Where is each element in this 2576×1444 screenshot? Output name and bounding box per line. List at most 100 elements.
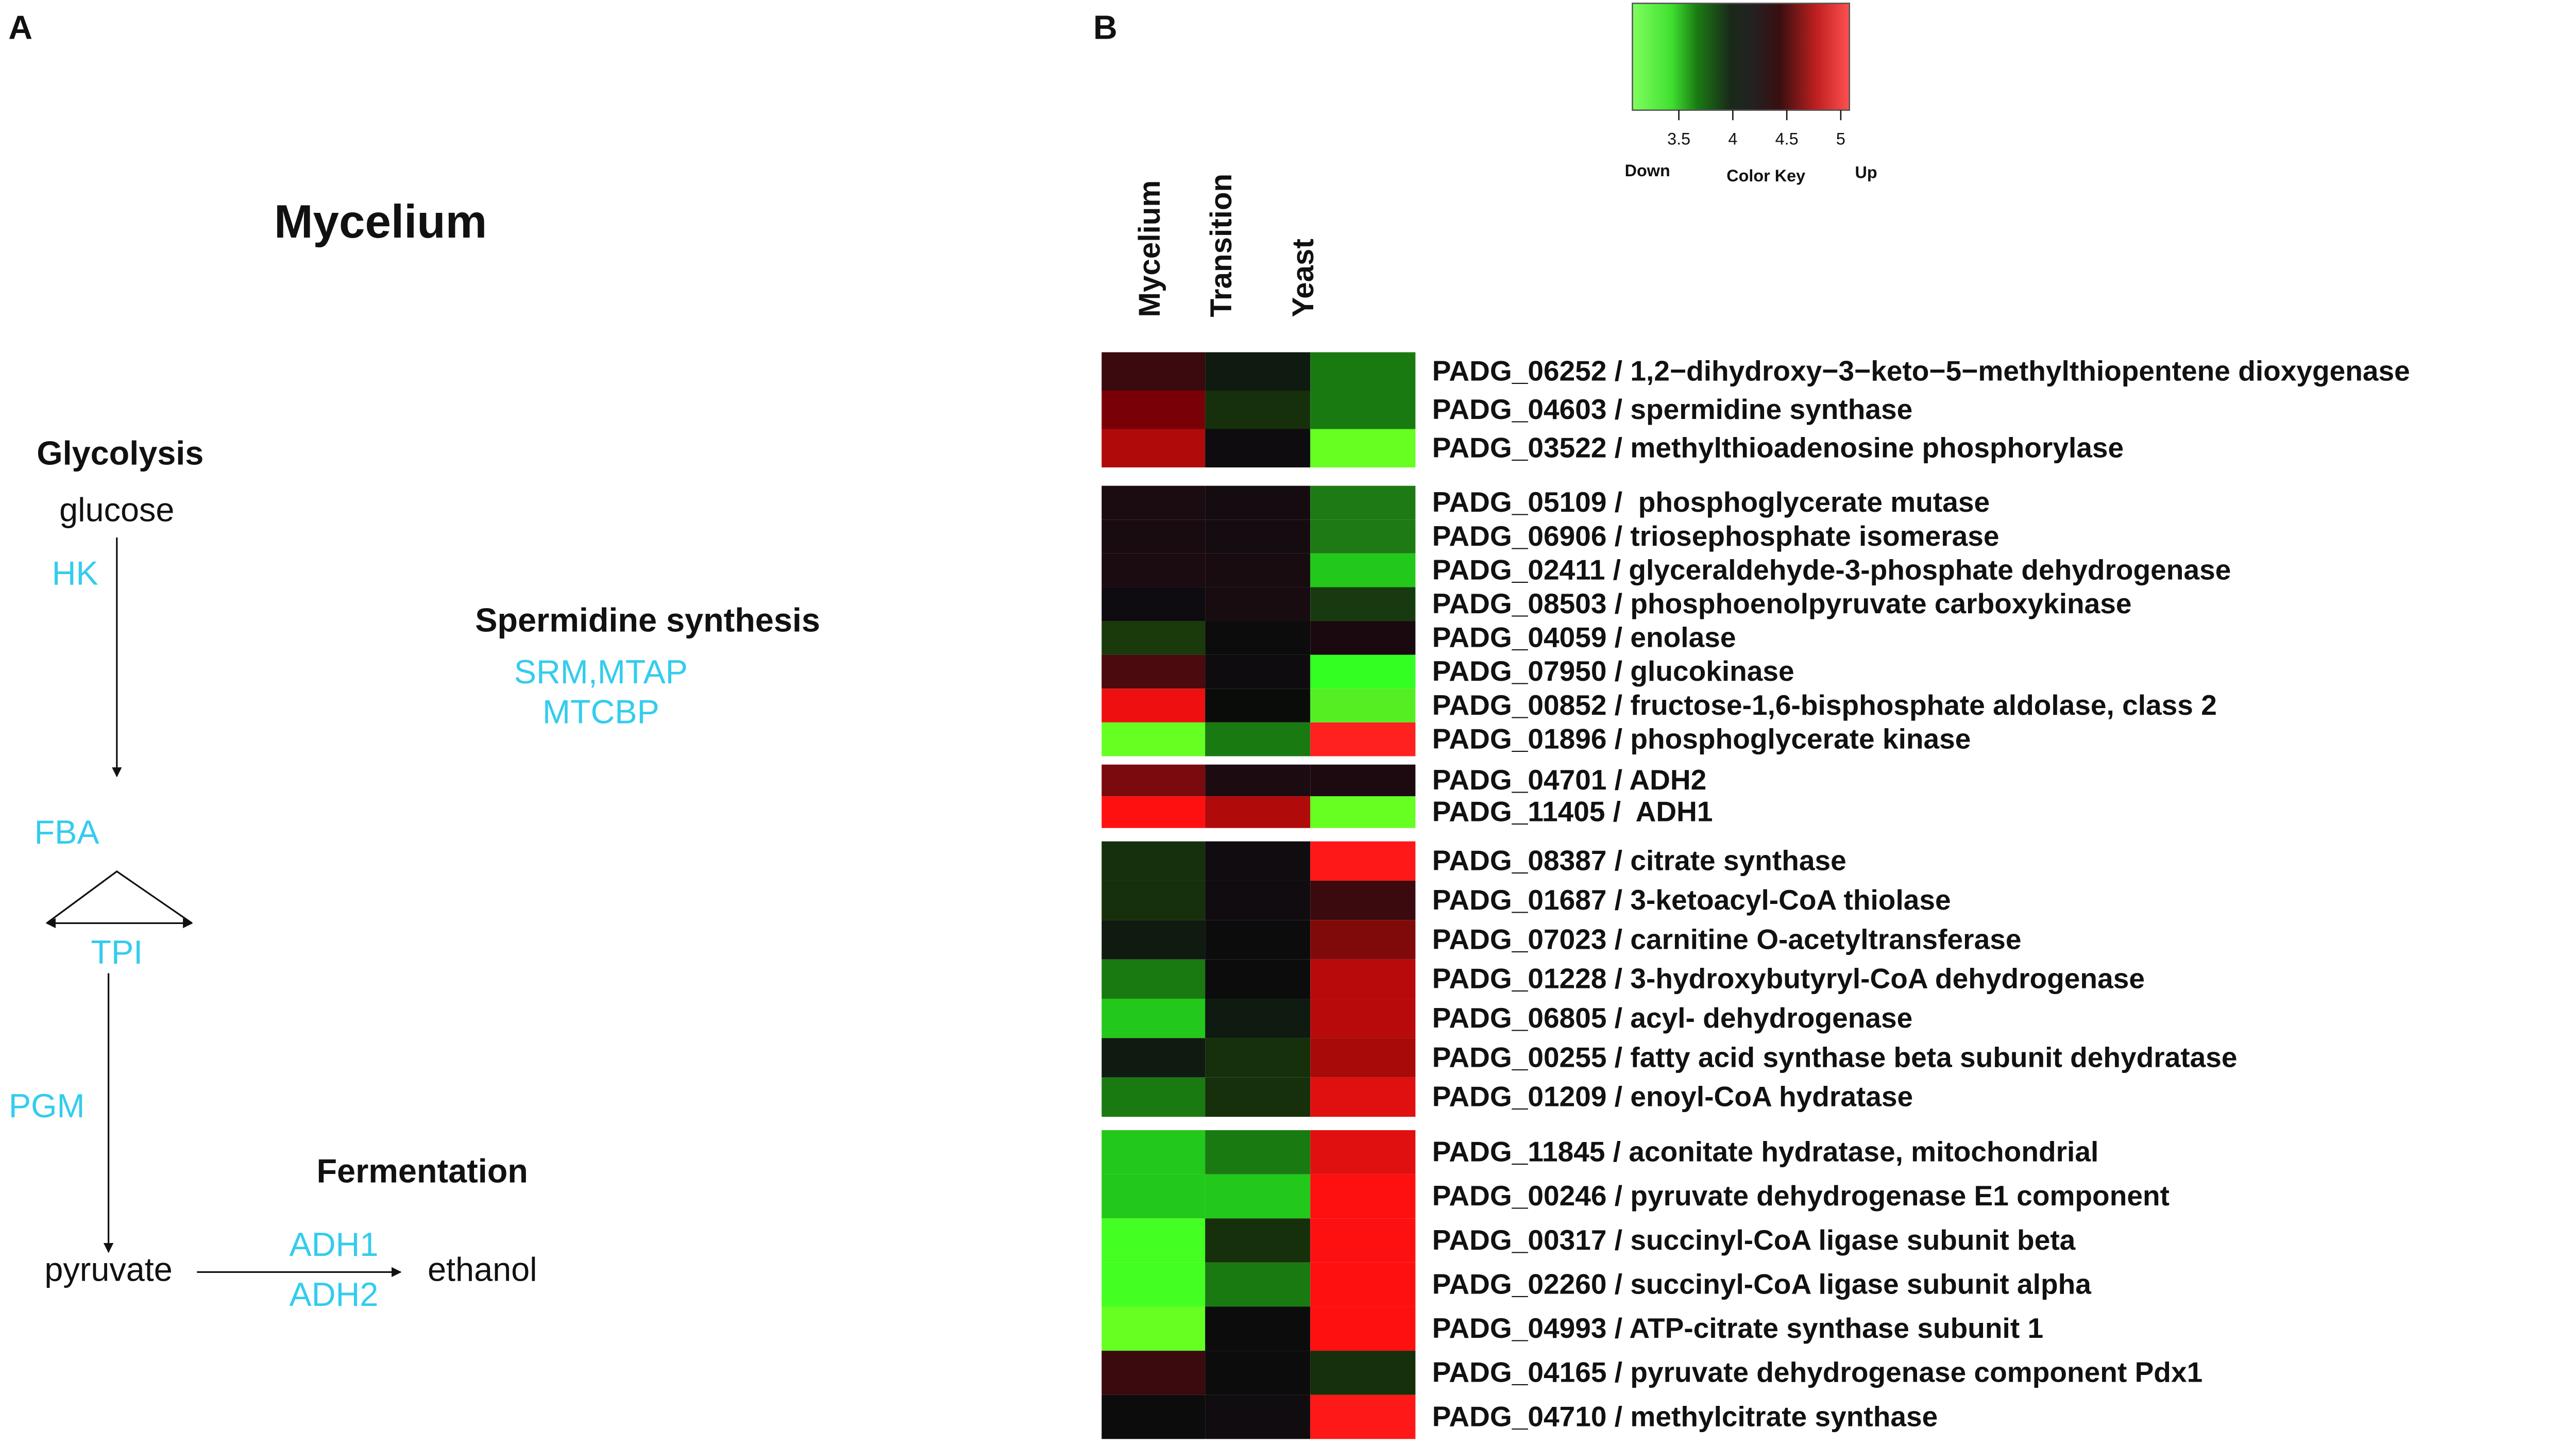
heatmap: Mycelium Transition Yeast PADG_06252 / 1,2−…: [1101, 174, 2410, 1439]
row-label: PADG_00852 / fructose-1,6-bisphosphate a…: [1432, 689, 2217, 721]
heatmap-cell: [1101, 920, 1206, 960]
section-title: Glycolysis: [37, 434, 204, 472]
heatmap-cell: [1101, 764, 1206, 797]
heatmap-cell: [1310, 352, 1416, 391]
row-label: PADG_04701 / ADH2: [1432, 764, 1707, 796]
metabolite: ethanol: [428, 1250, 537, 1288]
row-label: PADG_08503 / phosphoenolpyruvate carboxy…: [1432, 587, 2132, 619]
heatmap-cell: [1310, 999, 1416, 1038]
row-label: PADG_04603 / spermidine synthase: [1432, 393, 1912, 425]
row-label: PADG_00317 / succinyl-CoA ligase subunit…: [1432, 1224, 2076, 1256]
heatmap-cell: [1205, 390, 1311, 429]
metabolite: glucose: [59, 491, 174, 529]
key-tick-label: 4: [1728, 130, 1737, 148]
heatmap-cell: [1101, 999, 1206, 1038]
heatmap-cell: [1310, 880, 1416, 920]
row-label: PADG_02411 / glyceraldehyde-3-phosphate …: [1432, 553, 2231, 585]
heatmap-cell: [1310, 1262, 1416, 1307]
enzyme: MTCBP: [543, 693, 659, 731]
row-label: PADG_00246 / pyruvate dehydrogenase E1 c…: [1432, 1180, 2170, 1212]
row-label: PADG_04993 / ATP-citrate synthase subuni…: [1432, 1312, 2043, 1344]
row-label: PADG_02260 / succinyl-CoA ligase subunit…: [1432, 1268, 2092, 1300]
heatmap-cell: [1310, 621, 1416, 655]
heatmap-cell: [1310, 1306, 1416, 1351]
heatmap-cell: [1101, 519, 1206, 553]
heatmap-cell: [1101, 1218, 1206, 1263]
heatmap-cell: [1101, 959, 1206, 999]
heatmap-cell: [1101, 429, 1206, 468]
enzyme: TPI: [91, 933, 143, 971]
heatmap-cell: [1310, 722, 1416, 757]
heatmap-cell: [1310, 587, 1416, 622]
heatmap-cell: [1310, 1218, 1416, 1263]
heatmap-cell: [1310, 553, 1416, 587]
row-label: PADG_06805 / acyl- dehydrogenase: [1432, 1002, 1912, 1034]
row-label: PADG_11405 / ADH1: [1432, 796, 1713, 828]
row-label: PADG_01228 / 3-hydroxybutyryl-CoA dehydr…: [1432, 963, 2145, 995]
heatmap-cell: [1310, 689, 1416, 723]
key-title: Color Key: [1726, 166, 1805, 185]
heatmap-cell: [1310, 796, 1416, 828]
heatmap-cell: [1101, 1130, 1206, 1174]
enzyme: PGM: [9, 1087, 85, 1124]
heatmap-cell: [1101, 352, 1206, 391]
heatmap-cell: [1205, 1130, 1311, 1174]
heatmap-cell: [1205, 1306, 1311, 1351]
row-label: PADG_01687 / 3-ketoacyl-CoA thiolase: [1432, 884, 1951, 916]
heatmap-cell: [1205, 999, 1311, 1038]
heatmap-cell: [1101, 880, 1206, 920]
section-title: Fermentation: [316, 1152, 528, 1189]
row-label: PADG_08387 / citrate synthase: [1432, 845, 1846, 877]
heatmap-cell: [1205, 429, 1311, 468]
heatmap-cell: [1205, 1262, 1311, 1307]
heatmap-cell: [1310, 1038, 1416, 1078]
heatmap-cell: [1310, 1077, 1416, 1117]
key-tick-label: 5: [1836, 130, 1845, 148]
heatmap-cell: [1101, 654, 1206, 689]
heatmap-cell: [1310, 654, 1416, 689]
column-label: Mycelium: [1133, 180, 1166, 317]
key-axis: 3.5 4 4.5 5: [1667, 110, 1845, 148]
heatmap-cell: [1310, 485, 1416, 520]
heatmap-cell: [1205, 654, 1311, 689]
heatmap-cell: [1101, 1262, 1206, 1307]
heatmap-cell: [1101, 390, 1206, 429]
column-label: Transition: [1205, 174, 1238, 317]
row-label: PADG_06906 / triosephosphate isomerase: [1432, 520, 1999, 552]
heatmap-cell: [1101, 621, 1206, 655]
row-label: PADG_01209 / enoyl-CoA hydratase: [1432, 1081, 1913, 1113]
row-label: PADG_11845 / aconitate hydratase, mitoch…: [1432, 1136, 2099, 1168]
heatmap-cell: [1101, 1174, 1206, 1219]
enzyme: ADH2: [290, 1275, 379, 1313]
heatmap-cell: [1205, 880, 1311, 920]
row-label: PADG_06252 / 1,2−dihydroxy−3−keto−5−meth…: [1432, 355, 2410, 387]
row-label: PADG_07950 / glucokinase: [1432, 655, 1794, 687]
heatmap-cell: [1310, 841, 1416, 881]
heatmap-cell: [1310, 1174, 1416, 1219]
heatmap-cell: [1205, 1038, 1311, 1078]
heatmap-cell: [1205, 764, 1311, 797]
heatmap-cell: [1205, 1077, 1311, 1117]
heatmap-cell: [1310, 1395, 1416, 1439]
key-tick-label: 4.5: [1775, 130, 1799, 148]
heatmap-cell: [1310, 1351, 1416, 1395]
row-label: PADG_07023 / carnitine O-acetyltransfera…: [1432, 923, 2022, 955]
heatmap-cell: [1310, 390, 1416, 429]
heatmap-cell: [1101, 1395, 1206, 1439]
enzyme: HK: [52, 555, 98, 592]
heatmap-cell: [1101, 841, 1206, 881]
heatmap-cell: [1205, 621, 1311, 655]
row-label: PADG_04710 / methylcitrate synthase: [1432, 1400, 1938, 1432]
enzyme: FBA: [35, 813, 100, 851]
heatmap-cell: [1101, 689, 1206, 723]
row-label: PADG_04165 / pyruvate dehydrogenase comp…: [1432, 1356, 2202, 1388]
heatmap-cell: [1101, 553, 1206, 587]
metabolite: pyruvate: [44, 1250, 172, 1288]
heatmap-cell: [1310, 519, 1416, 553]
heatmap-cell: [1205, 587, 1311, 622]
heatmap-cell: [1310, 1130, 1416, 1174]
heatmap-cell: [1205, 1174, 1311, 1219]
key-low: Down: [1625, 161, 1670, 180]
heatmap-cell: [1205, 352, 1311, 391]
